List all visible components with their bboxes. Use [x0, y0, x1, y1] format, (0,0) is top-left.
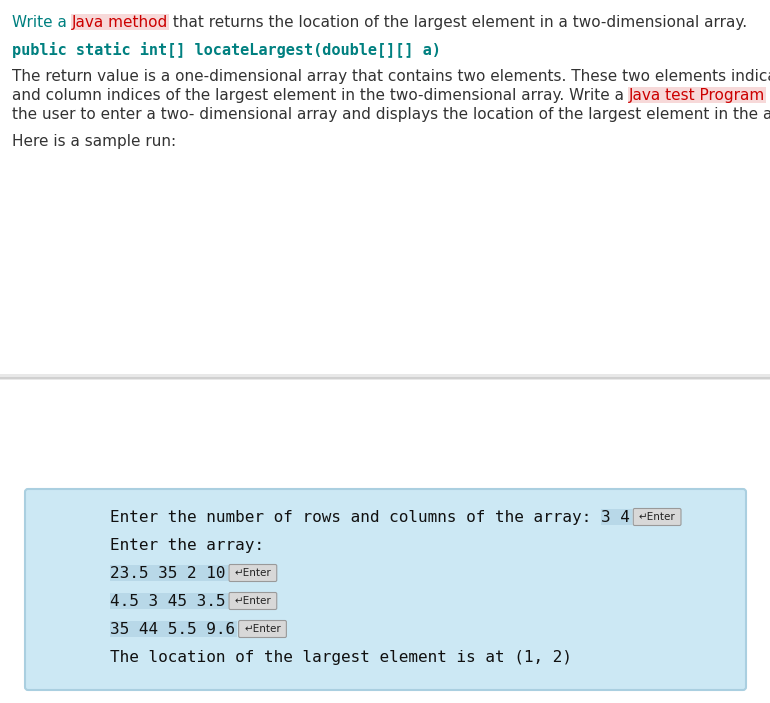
FancyBboxPatch shape: [0, 374, 770, 380]
FancyBboxPatch shape: [229, 593, 276, 610]
Text: 3 4: 3 4: [601, 510, 630, 525]
FancyBboxPatch shape: [110, 565, 227, 581]
FancyBboxPatch shape: [25, 489, 746, 690]
FancyBboxPatch shape: [110, 593, 227, 609]
Text: ↵Enter: ↵Enter: [244, 624, 281, 634]
Text: 35 44 5.5 9.6: 35 44 5.5 9.6: [110, 622, 235, 637]
Text: 4.5 3 45 3.5: 4.5 3 45 3.5: [110, 594, 226, 609]
Text: Enter the number of rows and columns of the array:: Enter the number of rows and columns of …: [110, 510, 601, 525]
Text: Here is a sample run:: Here is a sample run:: [12, 134, 176, 149]
FancyBboxPatch shape: [71, 14, 169, 30]
FancyBboxPatch shape: [628, 87, 766, 103]
FancyBboxPatch shape: [229, 565, 276, 581]
Text: The location of the largest element is at (1, 2): The location of the largest element is a…: [110, 650, 572, 665]
Text: 23.5 35 2 10: 23.5 35 2 10: [110, 566, 226, 581]
FancyBboxPatch shape: [601, 509, 631, 525]
Text: Write a: Write a: [12, 15, 72, 30]
Text: The return value is a one-dimensional array that contains two elements. These tw: The return value is a one-dimensional ar…: [12, 69, 770, 84]
Text: ↵Enter: ↵Enter: [235, 596, 271, 606]
Text: ↵Enter: ↵Enter: [639, 512, 675, 522]
Text: Java method: Java method: [72, 15, 168, 30]
FancyBboxPatch shape: [110, 621, 237, 637]
Text: Enter the array:: Enter the array:: [110, 538, 264, 553]
Text: Java test Program: Java test Program: [629, 88, 765, 103]
FancyBboxPatch shape: [633, 508, 681, 526]
Text: public static int[] locateLargest(double[][] a): public static int[] locateLargest(double…: [12, 42, 441, 58]
Text: the user to enter a two- dimensional array and displays the location of the larg: the user to enter a two- dimensional arr…: [12, 107, 770, 122]
FancyBboxPatch shape: [239, 621, 286, 638]
Text: and column indices of the largest element in the two-dimensional array. Write a: and column indices of the largest elemen…: [12, 88, 629, 103]
Text: that returns the location of the largest element in a two-dimensional array.: that returns the location of the largest…: [168, 15, 747, 30]
Text: ↵Enter: ↵Enter: [235, 568, 271, 578]
Text: that prompts: that prompts: [765, 88, 770, 103]
